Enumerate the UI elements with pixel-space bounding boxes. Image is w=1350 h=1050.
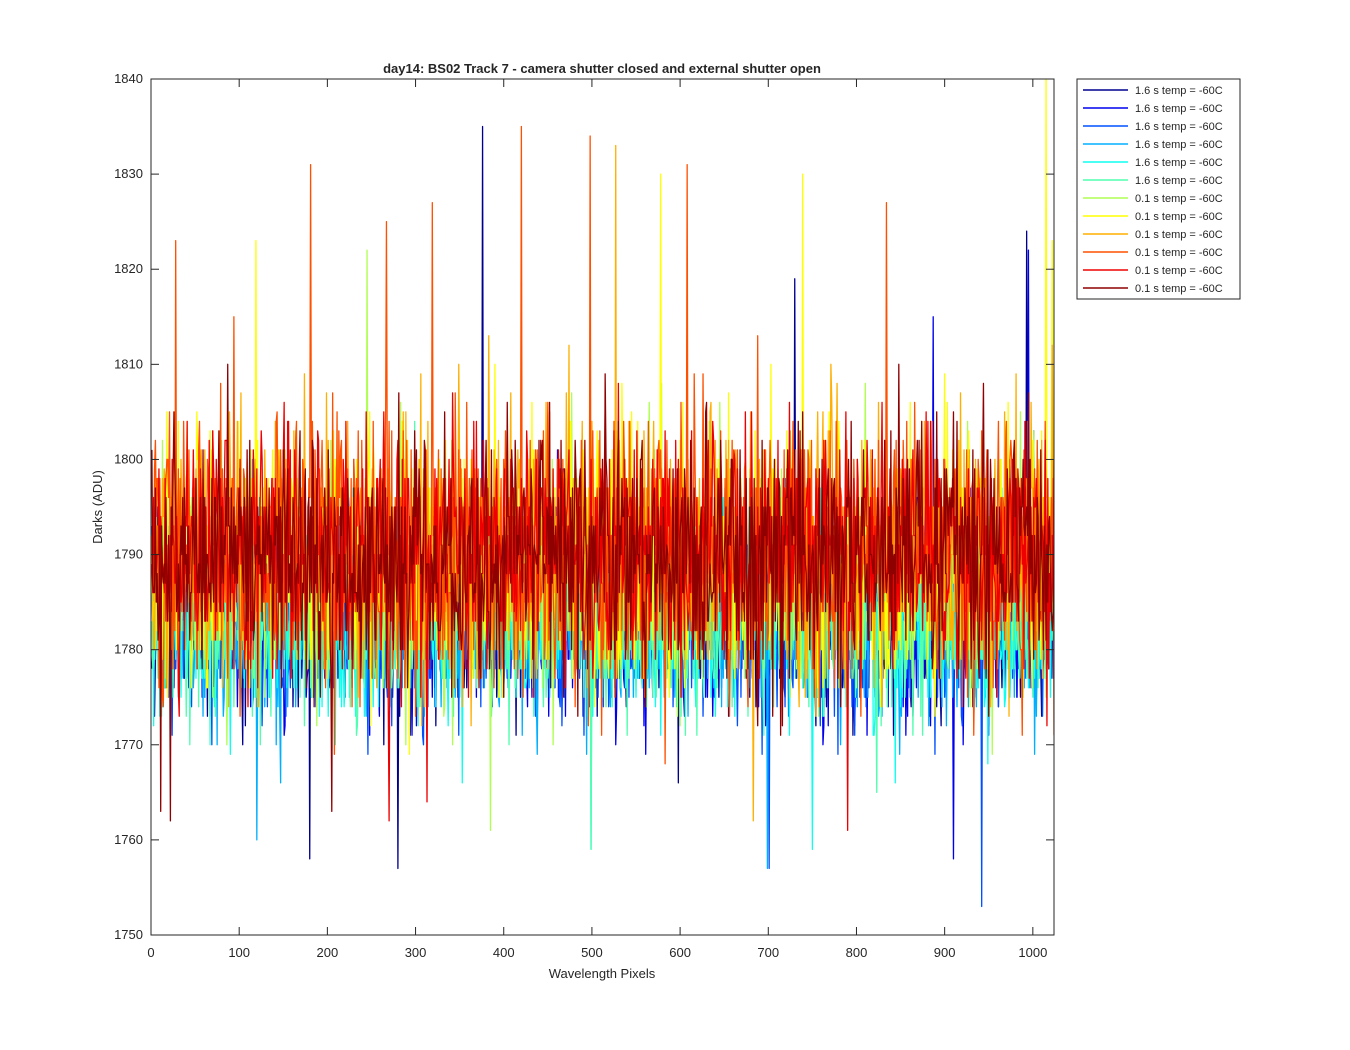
x-tick-label: 200: [317, 945, 339, 960]
chart-title: day14: BS02 Track 7 - camera shutter clo…: [383, 61, 821, 76]
legend-label: 0.1 s temp = -60C: [1135, 283, 1223, 295]
series-line: [151, 363, 1054, 822]
legend-label: 1.6 s temp = -60C: [1135, 121, 1223, 133]
y-tick-label: 1750: [114, 927, 143, 942]
x-tick-label: 100: [228, 945, 250, 960]
legend-label: 1.6 s temp = -60C: [1135, 85, 1223, 97]
legend-label: 0.1 s temp = -60C: [1135, 247, 1223, 259]
legend-label: 1.6 s temp = -60C: [1135, 103, 1223, 115]
legend: 1.6 s temp = -60C 1.6 s temp = -60C 1.6 s …: [1076, 78, 1241, 300]
y-tick-label: 1790: [114, 547, 143, 562]
series-layer: [151, 79, 1054, 908]
y-tick-label: 1820: [114, 261, 143, 276]
y-axis-label: Darks (ADU): [90, 470, 105, 544]
x-tick-label: 1000: [1018, 945, 1047, 960]
x-axis-ticks: 0 100 200 300 400 500 600 700 800 900 1000: [147, 79, 1047, 960]
x-tick-label: 300: [405, 945, 427, 960]
y-tick-label: 1760: [114, 832, 143, 847]
y-axis-ticks: 1750 1760 1770 1780 1790 1800 1810 1820 1830 1840: [114, 71, 1054, 942]
y-tick-label: 1800: [114, 451, 143, 466]
y-tick-label: 1810: [114, 356, 143, 371]
x-tick-label: 400: [493, 945, 515, 960]
x-tick-label: 900: [934, 945, 956, 960]
legend-label: 1.6 s temp = -60C: [1135, 157, 1223, 169]
x-tick-label: 700: [757, 945, 779, 960]
legend-label: 0.1 s temp = -60C: [1135, 211, 1223, 223]
legend-box: [1076, 78, 1241, 300]
x-tick-label: 500: [581, 945, 603, 960]
legend-label: 1.6 s temp = -60C: [1135, 139, 1223, 151]
x-tick-label: 0: [147, 945, 154, 960]
y-tick-label: 1770: [114, 737, 143, 752]
y-tick-label: 1840: [114, 71, 143, 86]
x-tick-label: 600: [669, 945, 691, 960]
y-tick-label: 1830: [114, 166, 143, 181]
legend-label: 0.1 s temp = -60C: [1135, 229, 1223, 241]
axes-box: [150, 78, 1055, 936]
legend-label: 1.6 s temp = -60C: [1135, 175, 1223, 187]
legend-label: 0.1 s temp = -60C: [1135, 193, 1223, 205]
x-tick-label: 800: [846, 945, 868, 960]
y-tick-label: 1780: [114, 642, 143, 657]
legend-label: 0.1 s temp = -60C: [1135, 265, 1223, 277]
x-axis-label: Wavelength Pixels: [549, 966, 656, 981]
